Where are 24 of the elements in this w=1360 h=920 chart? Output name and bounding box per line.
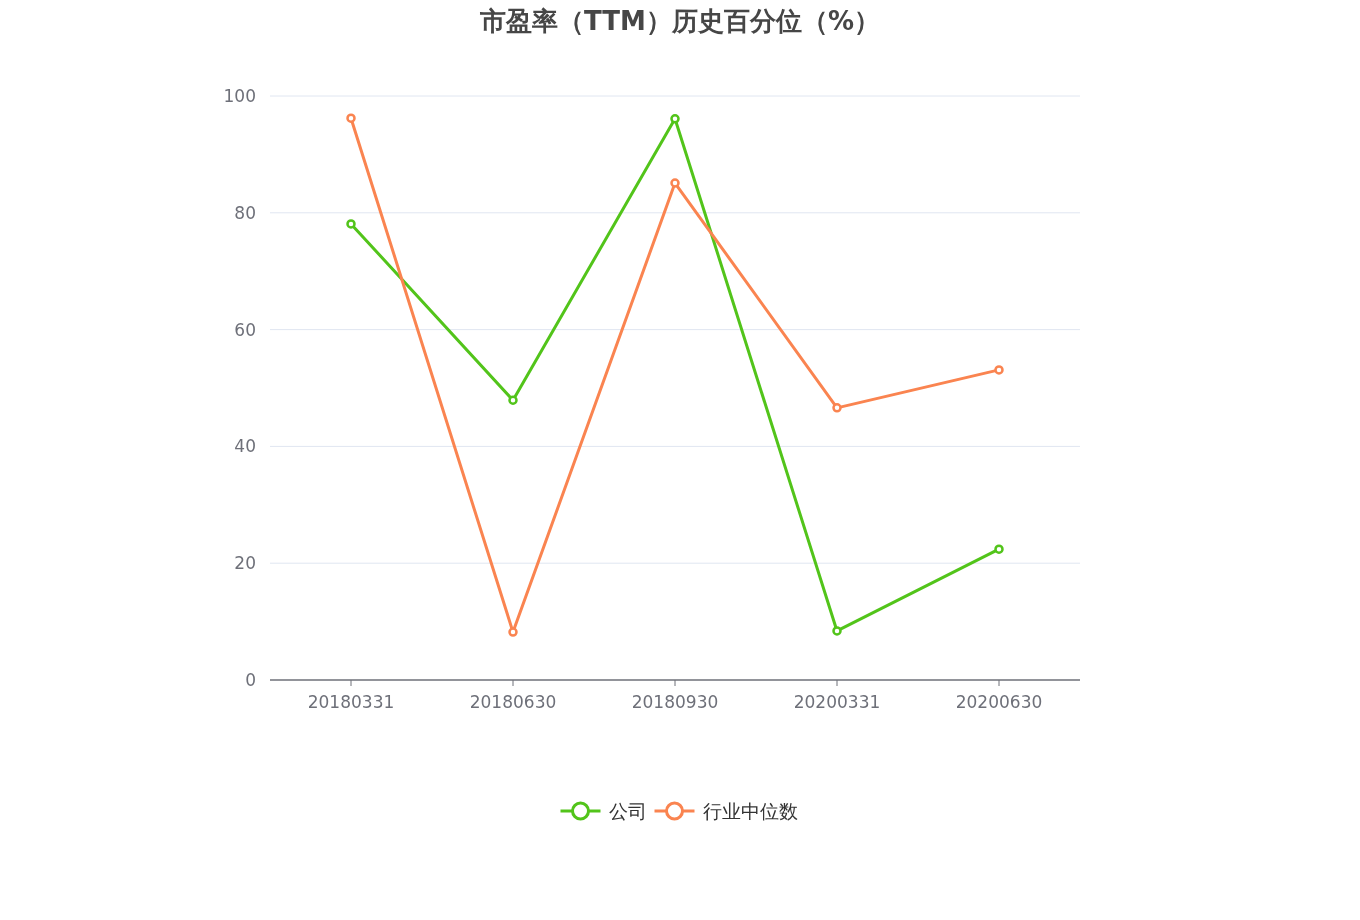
chart-title: 市盈率（TTM）历史百分位（%） (479, 6, 880, 36)
y-tick-label: 100 (223, 86, 256, 106)
y-tick-label: 0 (245, 670, 256, 690)
y-tick-label: 60 (234, 319, 256, 340)
x-tick-label: 20180630 (469, 692, 557, 712)
x-tick-label: 20180930 (631, 692, 719, 712)
point (670, 178, 680, 188)
point (508, 627, 518, 637)
point (346, 219, 356, 229)
y-tick-label: 40 (234, 436, 256, 457)
point (832, 403, 842, 413)
x-tick-label: 20200331 (793, 692, 881, 712)
legend-label: 公司 (608, 800, 647, 822)
point (346, 113, 356, 123)
point (670, 114, 680, 124)
y-tick-label: 20 (234, 553, 256, 574)
legend-label: 行业中位数 (702, 800, 798, 822)
point (994, 365, 1004, 375)
point (508, 395, 518, 406)
x-tick-label: 20200630 (955, 692, 1043, 712)
point (832, 626, 842, 636)
x-tick-label: 20180331 (307, 692, 395, 712)
y-tick-label: 80 (234, 202, 256, 223)
point (994, 544, 1004, 554)
